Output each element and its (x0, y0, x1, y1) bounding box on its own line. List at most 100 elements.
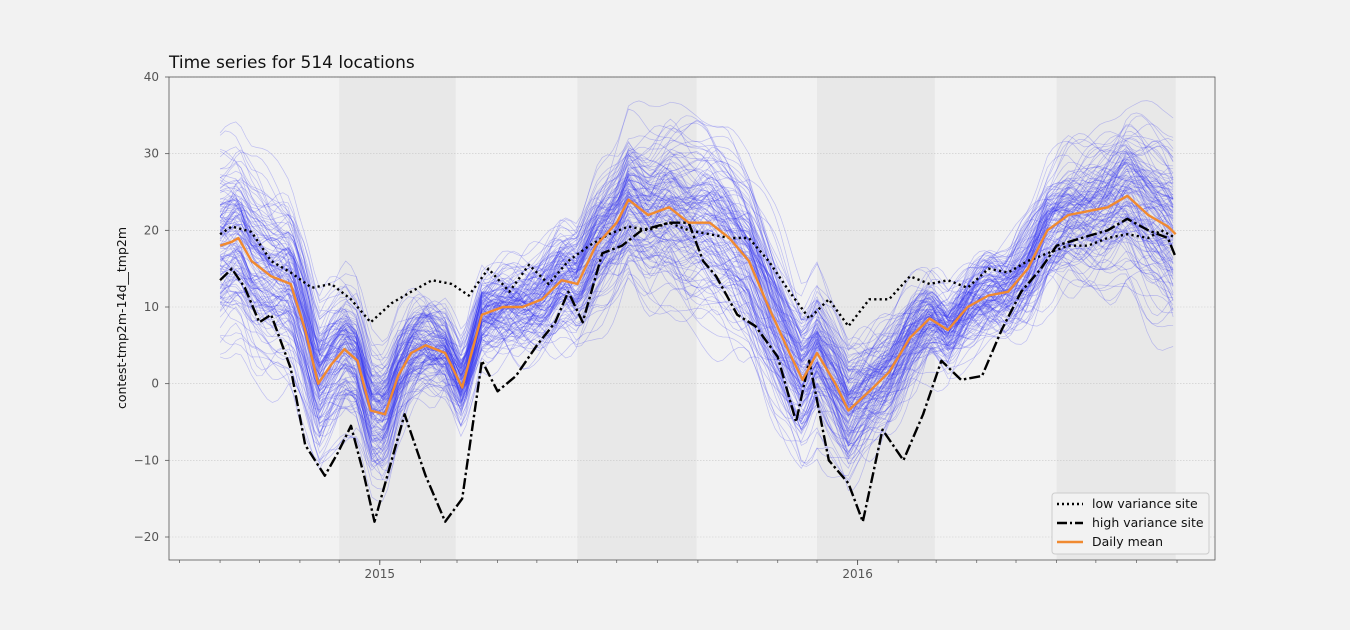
ensemble-line (219, 170, 1174, 405)
legend-box (1051, 492, 1210, 555)
ensemble-line (219, 161, 1174, 397)
ensemble-line (219, 140, 1174, 395)
x-tick-label: 2016 (842, 567, 873, 581)
ensemble-line (219, 230, 1174, 450)
ensemble-line (220, 150, 1174, 398)
ensemble-line (219, 223, 1174, 462)
ensemble-line (219, 268, 1174, 481)
ensemble-line (219, 136, 1174, 370)
plot-frame (168, 76, 1216, 561)
ensemble-line (219, 157, 1174, 429)
ensemble-line (220, 219, 1174, 456)
ensemble-line (219, 265, 1174, 491)
ensemble-line (219, 169, 1174, 406)
ensemble-line (220, 125, 1174, 379)
ensemble-line (219, 150, 1174, 417)
legend-label-daily-mean: Daily mean (1092, 534, 1163, 549)
ensemble-line (219, 108, 1174, 372)
ensemble-line (219, 166, 1174, 411)
ensemble-line (219, 245, 1174, 472)
ensemble-line (219, 213, 1174, 460)
ensemble-line (219, 148, 1174, 415)
legend: low variance site high variance site Dai… (1051, 492, 1210, 555)
ensemble-line (219, 217, 1174, 445)
ensemble-line (219, 179, 1174, 403)
y-axis-label: contest-tmp2m-14d__tmp2m (114, 227, 129, 409)
shaded-season-bands (339, 77, 1176, 560)
ensemble-line (219, 196, 1174, 433)
ensemble-line (219, 227, 1174, 455)
ensemble-line (219, 140, 1174, 382)
ensemble-line (219, 185, 1174, 400)
ensemble-line (220, 177, 1174, 414)
ensemble-line (219, 172, 1174, 409)
y-tick-label: 20 (144, 223, 159, 237)
ensemble-line (219, 194, 1174, 419)
ensemble-line (219, 189, 1174, 430)
shaded-band-0 (339, 77, 456, 560)
ensemble-line (219, 225, 1174, 456)
ensemble-line (219, 167, 1174, 394)
x-tick-label: 2015 (364, 567, 395, 581)
ensemble-line (219, 153, 1174, 384)
ensemble-line (219, 147, 1174, 382)
ensemble-line (219, 162, 1174, 401)
x-axis-ticks: 2015 2016 (179, 560, 1178, 581)
ensemble-line (220, 231, 1174, 445)
ensemble-line (219, 152, 1174, 395)
ensemble-line (219, 230, 1174, 453)
ensemble-line (219, 161, 1174, 441)
y-tick-label: 0 (151, 377, 159, 391)
y-tick-label: 30 (144, 147, 159, 161)
shaded-band-2 (817, 77, 935, 560)
ensemble-line (219, 124, 1174, 384)
ensemble-line (219, 226, 1174, 448)
ensemble-line (219, 170, 1174, 423)
series-line-daily-mean (219, 194, 1177, 416)
ensemble-line (219, 213, 1174, 452)
ensemble-line (219, 151, 1174, 395)
ensemble-line (219, 244, 1174, 490)
legend-label-high-variance: high variance site (1092, 515, 1204, 530)
y-tick-label: −20 (134, 530, 159, 544)
ensemble-line (219, 146, 1174, 385)
ensemble-line (219, 152, 1174, 408)
ensemble-line (219, 219, 1174, 458)
y-axis-ticks: −20 −10 0 10 20 30 40 (134, 70, 169, 544)
legend-label-low-variance: low variance site (1092, 496, 1198, 511)
ensemble-line (219, 167, 1174, 410)
ensemble-line (220, 151, 1174, 409)
ensemble-line (219, 209, 1174, 467)
ensemble-line (219, 100, 1174, 352)
ensemble-line (220, 179, 1174, 408)
ensemble-line (220, 173, 1174, 417)
ensemble-line (219, 166, 1174, 405)
ensemble-line (219, 161, 1174, 414)
ensemble-line (219, 128, 1174, 370)
ensemble-line (219, 235, 1174, 481)
ensemble-line (219, 189, 1174, 402)
ensemble-line (219, 148, 1174, 421)
ensemble-line (219, 217, 1174, 445)
ensemble-line (219, 168, 1174, 405)
ensemble-line (219, 232, 1174, 454)
ensemble-line (220, 175, 1174, 417)
ensemble-line (220, 231, 1174, 481)
ensemble-line (220, 249, 1174, 465)
ensemble-line (219, 176, 1174, 418)
ensemble-line (219, 176, 1174, 398)
ensemble-line (219, 122, 1174, 375)
ensemble-line (219, 194, 1174, 430)
ensemble-line (219, 146, 1174, 401)
ensemble-line (219, 195, 1174, 437)
series-line-high-variance-site (219, 217, 1177, 523)
ensemble-line (219, 119, 1174, 369)
ensemble-line (219, 221, 1174, 462)
ensemble-line (220, 174, 1174, 411)
ensemble-line (219, 228, 1174, 467)
ensemble-line (219, 159, 1174, 397)
ensemble-line (219, 195, 1174, 464)
ensemble-line (219, 142, 1174, 384)
ensemble-line (219, 155, 1174, 399)
